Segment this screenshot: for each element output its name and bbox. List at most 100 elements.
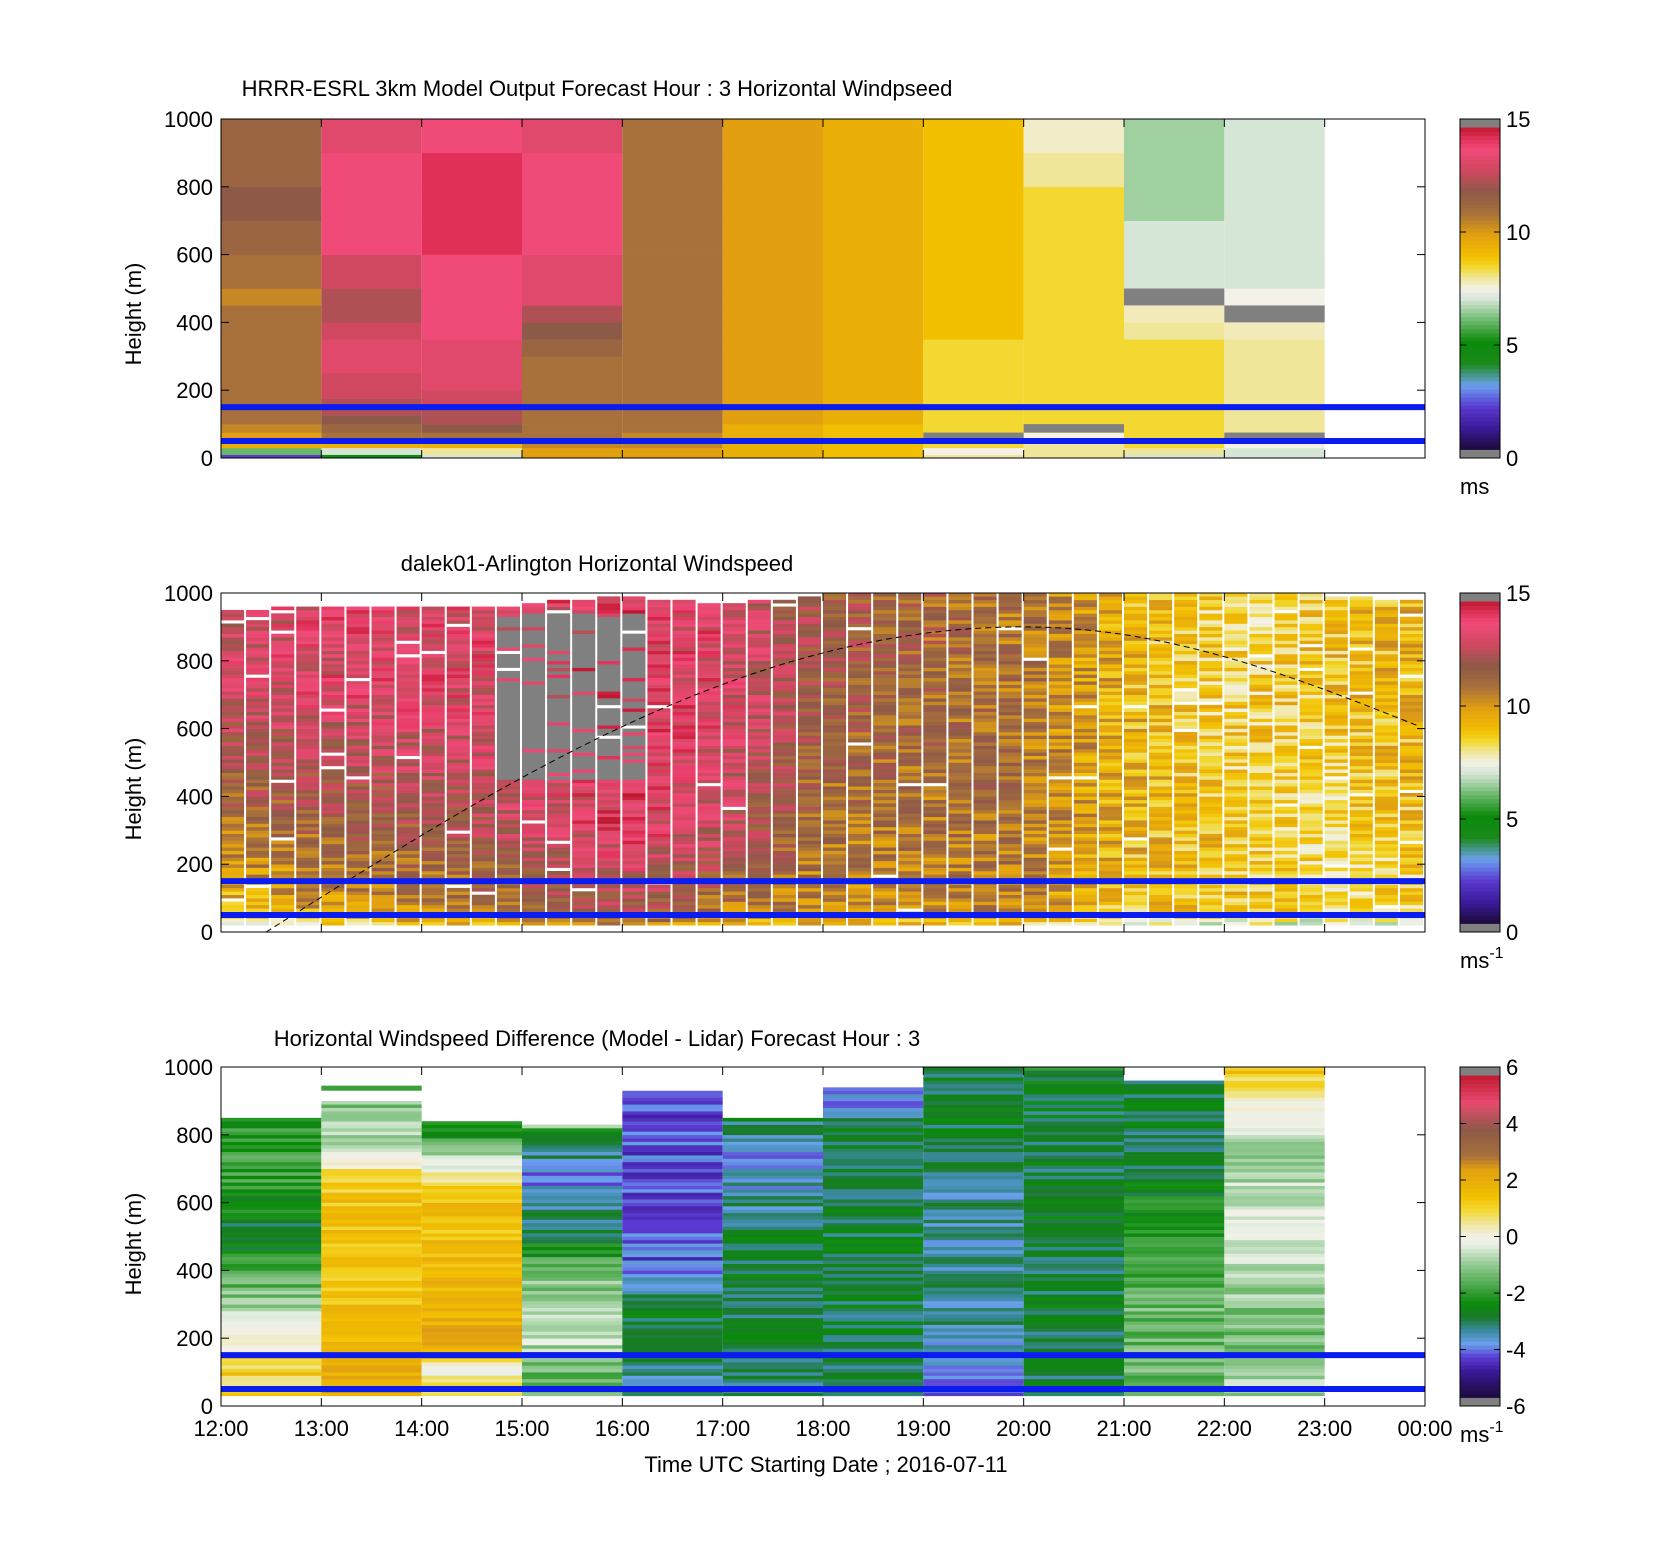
lidar-cell (446, 660, 470, 665)
model-cell (421, 305, 522, 323)
lidar-cell (747, 677, 771, 682)
lidar-cell (572, 803, 596, 807)
lidar-cell (1399, 786, 1423, 790)
lidar-cell (923, 715, 947, 719)
lidar-cell (572, 647, 596, 651)
lidar-cell (271, 687, 295, 692)
lidar-cell (1349, 603, 1373, 607)
lidar-cell (898, 796, 922, 801)
lidar-cell (873, 921, 897, 926)
lidar-cell (1023, 694, 1047, 699)
lidar-cell (296, 854, 320, 858)
lidar-cell (321, 854, 345, 858)
model-cell (1023, 254, 1124, 289)
lidar-cell (998, 616, 1022, 621)
model-cell (722, 119, 823, 154)
lidar-cell (1149, 776, 1173, 780)
lidar-cell (421, 694, 445, 699)
lidar-cell (1048, 748, 1072, 753)
lidar-cell (1274, 864, 1298, 868)
lidar-cell (973, 857, 997, 862)
lidar-cell (246, 813, 270, 818)
lidar-cell (1149, 843, 1173, 848)
lidar-cell (1174, 681, 1198, 685)
lidar-cell (1249, 613, 1273, 618)
lidar-cell (1199, 755, 1223, 760)
lidar-cell (1073, 793, 1097, 797)
lidar-cell (998, 691, 1022, 695)
lidar-cell (697, 674, 721, 679)
lidar-cell (1048, 894, 1072, 899)
lidar-cell (1249, 867, 1273, 872)
lidar-cell (1073, 786, 1097, 790)
model-cell (722, 390, 823, 399)
lidar-cell (1374, 654, 1398, 658)
lidar-cell (296, 701, 320, 706)
lidar-cell (1048, 691, 1072, 695)
lidar-cell (547, 674, 571, 679)
lidar-cell (1098, 762, 1122, 767)
lidar-cell (271, 870, 295, 875)
lidar-cell (1098, 854, 1122, 858)
lidar-cell (246, 637, 270, 641)
model-colorbar-swatch (1460, 441, 1500, 446)
lidar-cell (1073, 894, 1097, 899)
lidar-cell (572, 742, 596, 746)
lidar-cell (321, 715, 345, 719)
lidar-cell (1399, 691, 1423, 695)
lidar-cell (1149, 613, 1173, 618)
lidar-cell (797, 759, 821, 763)
lidar-cell (572, 796, 596, 801)
lidar-cell (923, 789, 947, 794)
lidar-cell (772, 616, 796, 621)
lidar-cell (471, 884, 495, 889)
lidar-cell (1399, 904, 1423, 909)
lidar-cell (672, 874, 696, 879)
lidar-cell (1274, 813, 1298, 818)
lidar-cell (772, 840, 796, 845)
lidar-cell (1324, 677, 1348, 682)
lidar-cell (1149, 681, 1173, 685)
lidar-cell (1374, 599, 1398, 604)
lidar-cell (898, 664, 922, 668)
lidar-cell (697, 823, 721, 828)
lidar-cell (1073, 609, 1097, 614)
lidar-cell (446, 762, 470, 767)
lidar-cell (572, 711, 596, 716)
lidar-cell (823, 837, 847, 841)
model-cell (1124, 441, 1225, 449)
lidar-cell (1073, 687, 1097, 692)
lidar-cell (772, 803, 796, 807)
lidar-cell (1073, 647, 1097, 651)
lidar-cell (346, 616, 370, 621)
lidar-cell (446, 633, 470, 638)
model-cell (221, 339, 322, 357)
lidar-cell (622, 748, 646, 753)
lidar-cell (1098, 721, 1122, 726)
lidar-cell (572, 918, 596, 923)
lidar-cell (1374, 745, 1398, 750)
lidar-cell (873, 708, 897, 712)
lidar-cell (672, 691, 696, 695)
lidar-cell (1224, 887, 1248, 892)
lidar-cell (346, 745, 370, 750)
lidar-cell (848, 599, 872, 604)
model-colorbar-swatch (1460, 167, 1500, 173)
lidar-cell (747, 799, 771, 804)
lidar-cell (1224, 782, 1248, 787)
lidar-cell (797, 776, 821, 780)
lidar-cell (973, 728, 997, 733)
lidar-cell (496, 616, 520, 621)
lidar-cell (1098, 735, 1122, 740)
lidar-cell (923, 901, 947, 906)
lidar-cell (772, 715, 796, 719)
lidar-cell (873, 742, 897, 746)
lidar-cell (371, 748, 395, 753)
lidar-cell (1249, 847, 1273, 851)
lidar-cell (371, 708, 395, 712)
lidar-cell (597, 650, 621, 655)
lidar-cell (321, 647, 345, 651)
model-cell (823, 220, 924, 255)
lidar-cell (1374, 820, 1398, 824)
lidar-cell (346, 864, 370, 868)
